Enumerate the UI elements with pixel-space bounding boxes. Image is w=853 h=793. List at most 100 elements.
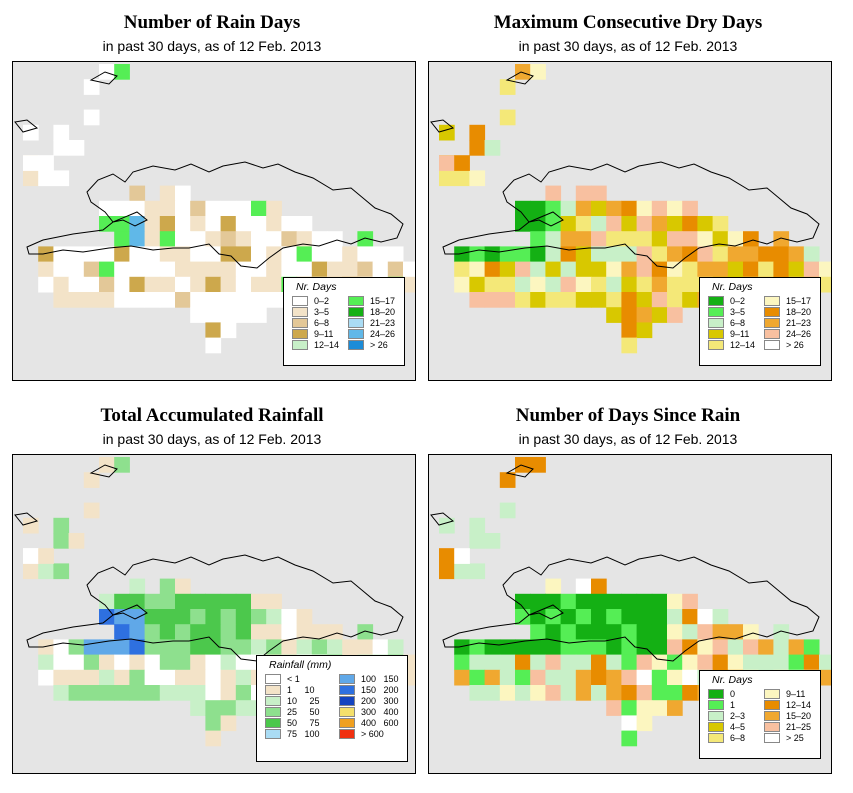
grid-cell: [484, 654, 501, 671]
grid-cell: [591, 685, 607, 701]
grid-cell: [651, 231, 668, 247]
grid-cell: [469, 124, 486, 141]
legend-item: 0: [708, 688, 758, 699]
grid-cell: [743, 261, 759, 278]
grid-cell: [515, 246, 531, 263]
legend-column: 100 150 150 200 200 300 300 400 400 600 > 600: [339, 673, 403, 739]
panel-subtitle-since-rain: in past 30 days, as of 12 Feb. 2013: [518, 431, 738, 447]
island-outline: [442, 554, 820, 662]
grid-cell: [545, 593, 562, 610]
grid-cell: [469, 517, 486, 534]
grid-cell: [682, 669, 698, 686]
grid-cell: [530, 685, 546, 701]
grid-cell: [235, 200, 252, 217]
grid-cell: [499, 654, 516, 671]
grid-cell: [530, 457, 546, 473]
grid-cell: [469, 639, 486, 656]
grid-cell: [159, 276, 176, 293]
grid-cell: [144, 231, 161, 247]
map-panel-since-rain: Nr. Days 0 1 2–3 4–5 6–8 9–11 12–14 15–20 21–25 >…: [428, 454, 832, 774]
panel-subtitle-dry-days: in past 30 days, as of 12 Feb. 2013: [518, 38, 738, 54]
grid-cell: [357, 261, 374, 278]
grid-cell: [454, 654, 470, 671]
grid-cell: [311, 231, 328, 247]
grid-cell: [606, 261, 622, 278]
grid-cell: [591, 292, 607, 308]
legend-item: 150 200: [339, 684, 403, 695]
grid-cell: [591, 669, 607, 686]
grid-cell: [697, 654, 714, 671]
grid-cell: [819, 276, 831, 293]
legend-swatch: [708, 732, 724, 743]
grid-cell: [99, 609, 115, 625]
grid-cell: [606, 624, 622, 640]
grid-cell: [682, 216, 698, 232]
grid-cell: [636, 292, 653, 308]
legend-item: < 1: [265, 673, 329, 684]
legend-item: 3–5: [708, 306, 758, 317]
legend-label: > 600: [361, 728, 384, 739]
grid-cell: [129, 200, 146, 217]
grid-cell: [281, 609, 298, 625]
grid-cell: [667, 700, 683, 716]
legend-swatch: [764, 317, 780, 328]
grid-cell: [311, 639, 328, 656]
grid-cell: [545, 231, 562, 247]
grid-cell: [38, 276, 54, 293]
legend-swatch: [708, 339, 724, 350]
grid-cell: [499, 685, 516, 701]
grid-cell: [99, 457, 115, 473]
grid-cell: [129, 609, 146, 625]
grid-cell: [53, 124, 70, 141]
small-islands-outline: [14, 71, 118, 133]
grid-cell: [469, 669, 486, 686]
legend-label: 300 400: [361, 706, 399, 717]
grid-cell: [469, 654, 486, 671]
grid-cell: [439, 548, 455, 564]
grid-cell: [251, 593, 267, 610]
grid-cell: [175, 216, 191, 232]
grid-cell: [205, 654, 222, 671]
grid-cell: [68, 685, 85, 701]
grid-cell: [591, 654, 607, 671]
grid-cell: [515, 276, 531, 293]
grid-cell: [515, 593, 531, 610]
legend-item: 0–2: [708, 295, 758, 306]
grid-cell: [83, 654, 100, 671]
legend-column: 0 1 2–3 4–5 6–8: [708, 688, 758, 743]
legend-item: 12–14: [292, 339, 342, 350]
grid-cell: [530, 639, 546, 656]
grid-cell: [220, 307, 237, 323]
grid-cell: [159, 669, 176, 686]
grid-cell: [53, 261, 70, 278]
grid-cell: [235, 246, 252, 263]
grid-cell: [530, 276, 546, 293]
grid-cell: [114, 639, 130, 656]
grid-cell: [205, 639, 222, 656]
legend-item: 4–5: [708, 721, 758, 732]
grid-cell: [484, 533, 501, 549]
map-rain-days: [14, 64, 415, 354]
grid-cell: [651, 593, 668, 610]
legend-swatch: [265, 684, 281, 695]
legend-item: 1: [708, 699, 758, 710]
legend-item: 6–8: [708, 317, 758, 328]
grid-cell: [560, 261, 577, 278]
grid-cell: [499, 292, 516, 308]
legend-label: > 25: [786, 732, 804, 743]
legend-label: 21–23: [786, 317, 812, 328]
grid-cell: [469, 170, 486, 187]
grid-cell: [530, 200, 546, 217]
grid-cell: [129, 578, 146, 595]
grid-cell: [560, 292, 577, 308]
grid-cell: [220, 624, 237, 640]
grid-cell: [545, 185, 562, 202]
legend-label: 12–14: [730, 339, 756, 350]
grid-cell: [205, 261, 222, 278]
legend-item: 15–20: [764, 710, 814, 721]
grid-cell: [499, 109, 516, 126]
grid-cell: [454, 563, 470, 580]
grid-cell: [53, 563, 70, 580]
grid-cell: [484, 669, 501, 686]
